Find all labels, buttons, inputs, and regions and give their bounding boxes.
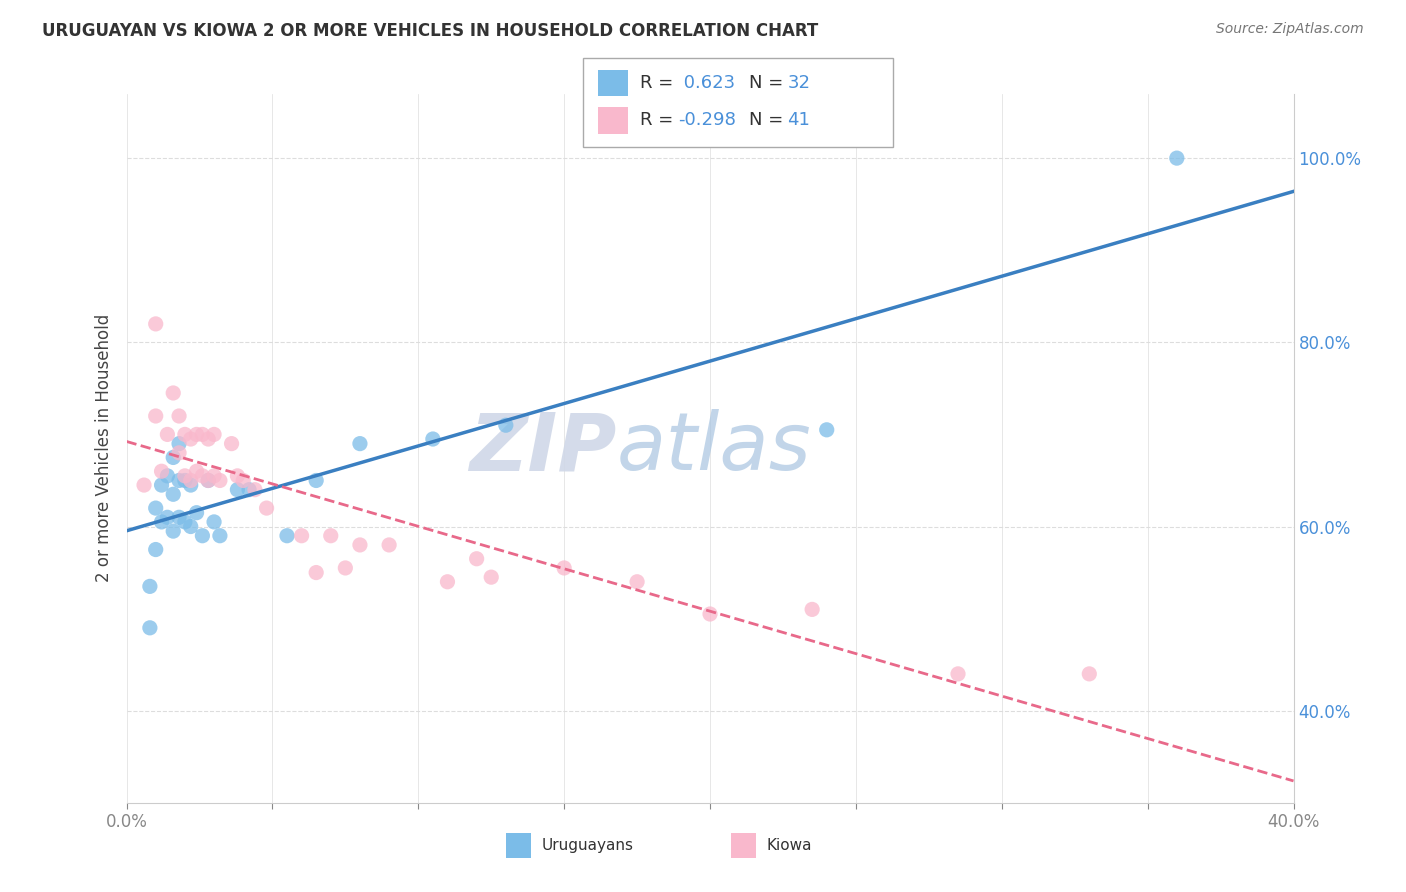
Point	[202, 427, 225, 442]
Point	[162, 487, 184, 501]
Point	[150, 464, 173, 478]
Point	[378, 538, 401, 552]
Point	[197, 474, 219, 488]
Point	[801, 602, 824, 616]
Point	[202, 515, 225, 529]
Text: N =: N =	[749, 112, 789, 129]
Point	[174, 468, 197, 483]
Point	[238, 483, 260, 497]
Text: 32: 32	[787, 74, 810, 92]
Point	[422, 432, 444, 446]
Point	[180, 474, 202, 488]
Point	[553, 561, 575, 575]
Point	[162, 524, 184, 538]
Point	[145, 542, 167, 557]
Text: ZIP: ZIP	[470, 409, 617, 487]
Point	[132, 478, 155, 492]
Point	[349, 436, 371, 450]
Point	[167, 474, 190, 488]
Point	[232, 474, 254, 488]
Text: Uruguayans: Uruguayans	[541, 838, 633, 853]
Point	[290, 529, 312, 543]
Text: N =: N =	[749, 74, 789, 92]
Point	[156, 510, 179, 524]
Point	[626, 574, 648, 589]
Point	[335, 561, 357, 575]
Point	[180, 432, 202, 446]
Point	[174, 427, 197, 442]
Point	[243, 483, 266, 497]
Point	[180, 478, 202, 492]
Point	[167, 510, 190, 524]
Point	[191, 468, 214, 483]
Point	[191, 529, 214, 543]
Point	[197, 432, 219, 446]
Point	[167, 446, 190, 460]
Point	[305, 474, 328, 488]
Point	[221, 436, 243, 450]
Point	[180, 519, 202, 533]
Point	[186, 506, 208, 520]
Text: -0.298: -0.298	[678, 112, 735, 129]
Point	[946, 666, 969, 681]
Text: R =: R =	[640, 112, 679, 129]
Point	[1078, 666, 1101, 681]
Point	[226, 483, 249, 497]
Point	[465, 551, 488, 566]
Point	[145, 501, 167, 516]
Point	[174, 515, 197, 529]
Text: Source: ZipAtlas.com: Source: ZipAtlas.com	[1216, 22, 1364, 37]
Text: Kiowa: Kiowa	[766, 838, 811, 853]
Point	[139, 621, 162, 635]
Text: R =: R =	[640, 74, 679, 92]
Point	[479, 570, 502, 584]
Point	[1166, 151, 1188, 165]
Point	[319, 529, 342, 543]
Point	[186, 427, 208, 442]
Point	[815, 423, 838, 437]
Text: atlas: atlas	[617, 409, 811, 487]
Point	[150, 515, 173, 529]
Point	[202, 468, 225, 483]
Point	[436, 574, 458, 589]
Text: URUGUAYAN VS KIOWA 2 OR MORE VEHICLES IN HOUSEHOLD CORRELATION CHART: URUGUAYAN VS KIOWA 2 OR MORE VEHICLES IN…	[42, 22, 818, 40]
Text: 41: 41	[787, 112, 810, 129]
Point	[256, 501, 278, 516]
Point	[139, 579, 162, 593]
Point	[156, 468, 179, 483]
Point	[162, 450, 184, 465]
Point	[150, 478, 173, 492]
Point	[226, 468, 249, 483]
Point	[167, 436, 190, 450]
Text: 0.623: 0.623	[678, 74, 735, 92]
Point	[276, 529, 298, 543]
Point	[186, 464, 208, 478]
Point	[167, 409, 190, 423]
Point	[349, 538, 371, 552]
Point	[145, 409, 167, 423]
Point	[191, 427, 214, 442]
Point	[145, 317, 167, 331]
Point	[699, 607, 721, 621]
Point	[208, 529, 231, 543]
Point	[495, 418, 517, 433]
Y-axis label: 2 or more Vehicles in Household: 2 or more Vehicles in Household	[94, 314, 112, 582]
Point	[197, 474, 219, 488]
Point	[162, 386, 184, 401]
Point	[174, 474, 197, 488]
Point	[208, 474, 231, 488]
Point	[156, 427, 179, 442]
Point	[305, 566, 328, 580]
